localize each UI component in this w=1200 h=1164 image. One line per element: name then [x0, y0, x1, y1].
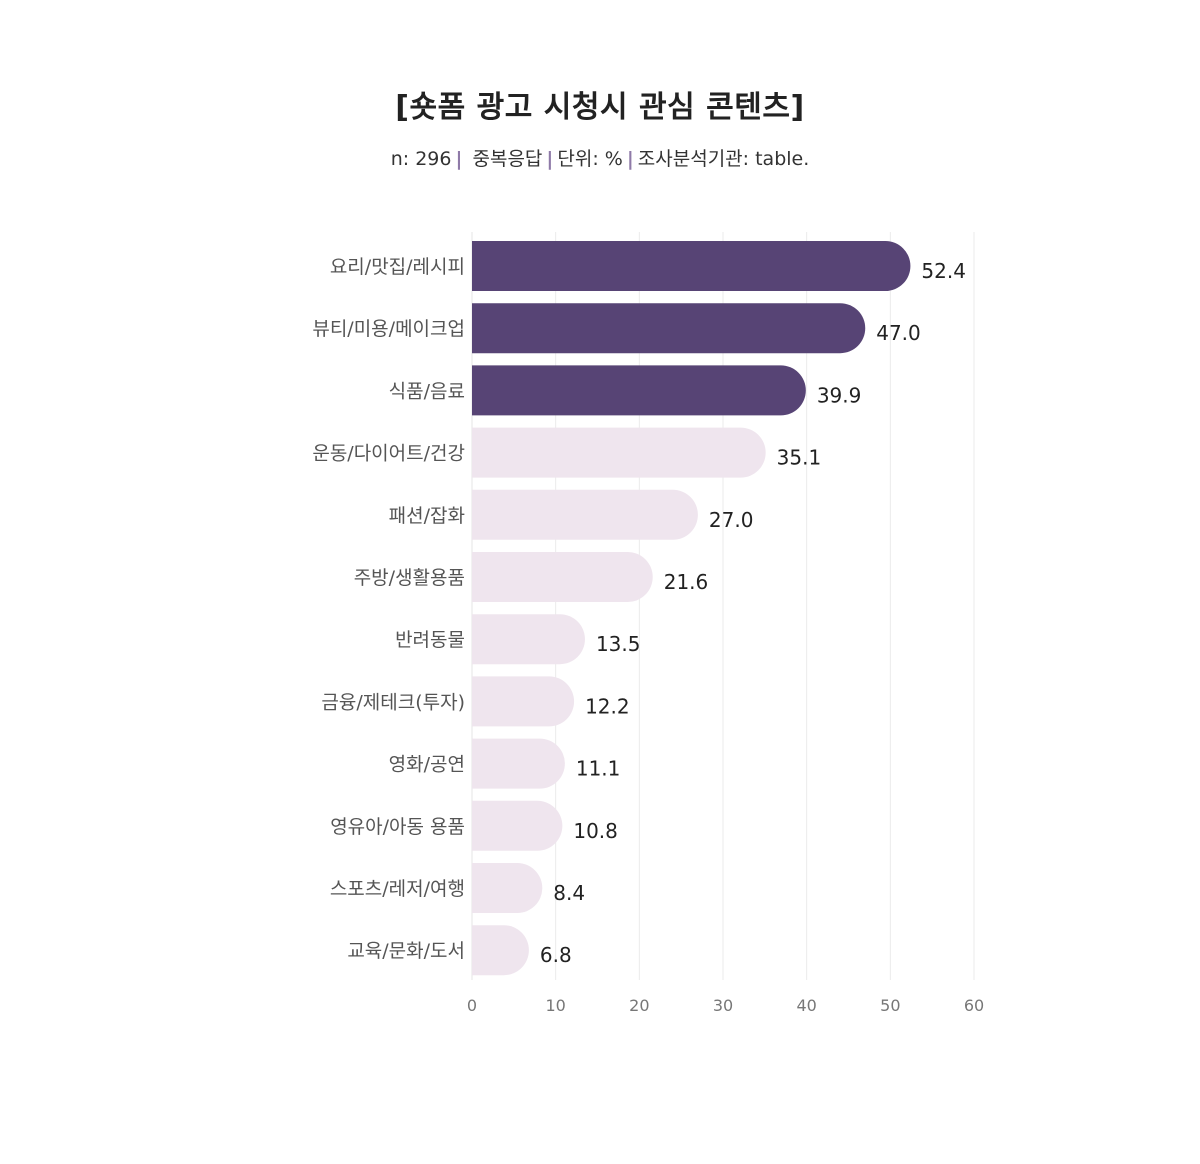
category-label: 패션/잡화	[389, 505, 465, 527]
source-label: 조사분석기관: table.	[637, 148, 810, 170]
category-label: 영유아/아동 용품	[330, 816, 465, 838]
bar	[472, 863, 543, 913]
value-label: 6.8	[540, 943, 572, 967]
category-label: 스포츠/레저/여행	[330, 878, 465, 900]
category-label: 반려동물	[395, 629, 465, 651]
bar	[472, 552, 653, 602]
chart-title: [숏폼 광고 시청시 관심 콘텐츠]	[395, 90, 805, 125]
tick-label: 10	[545, 996, 565, 1015]
value-label: 21.6	[664, 570, 709, 594]
sample-size: n: 296	[390, 148, 452, 170]
tick-label: 20	[629, 996, 649, 1015]
bar	[472, 676, 575, 727]
value-label: 8.4	[553, 881, 585, 905]
tick-label: 60	[964, 996, 984, 1015]
category-label: 식품/음료	[389, 380, 465, 402]
value-label: 35.1	[777, 446, 822, 470]
value-label: 11.1	[576, 757, 621, 781]
separator: |	[546, 148, 554, 170]
category-label: 주방/생활용품	[354, 567, 465, 589]
category-label: 요리/맛집/레시피	[330, 256, 465, 278]
chart-subtitle: n: 296 | 중복응답 | 단위: % | 조사분석기관: table.	[0, 144, 1200, 171]
bar	[472, 303, 866, 354]
value-label: 47.0	[876, 321, 921, 345]
x-axis-ticks: 0 10 20 30 40 50 60	[467, 996, 984, 1015]
value-label: 27.0	[709, 508, 754, 532]
value-label: 52.4	[921, 259, 966, 283]
tick-label: 30	[713, 996, 733, 1015]
category-label: 운동/다이어트/건강	[312, 443, 465, 465]
separator: |	[455, 148, 463, 170]
bar	[472, 800, 563, 851]
value-label: 39.9	[817, 383, 862, 407]
bar	[472, 925, 529, 976]
bar	[472, 614, 585, 665]
bar	[472, 738, 565, 789]
value-label: 13.5	[596, 632, 641, 656]
grid-lines	[555, 232, 975, 980]
category-label: 교육/문화/도서	[347, 940, 465, 962]
tick-label: 50	[880, 996, 900, 1015]
category-label: 금융/제테크(투자)	[321, 691, 465, 713]
tick-label: 40	[796, 996, 816, 1015]
bar	[472, 365, 806, 416]
value-label: 10.8	[573, 819, 618, 843]
bar	[472, 427, 766, 478]
unit-label: 단위: %	[557, 148, 623, 170]
value-label: 12.2	[585, 694, 630, 718]
response-type: 중복응답	[472, 148, 543, 170]
bar	[472, 241, 911, 291]
tick-label: 0	[467, 996, 477, 1015]
category-label: 영화/공연	[389, 754, 465, 776]
bars: 요리/맛집/레시피 52.4 뷰티/미용/메이크업 47.0 식품/음료 39.9 운동/다…	[312, 241, 966, 976]
bar	[472, 489, 698, 540]
separator: |	[626, 148, 634, 170]
category-label: 뷰티/미용/메이크업	[312, 318, 465, 340]
